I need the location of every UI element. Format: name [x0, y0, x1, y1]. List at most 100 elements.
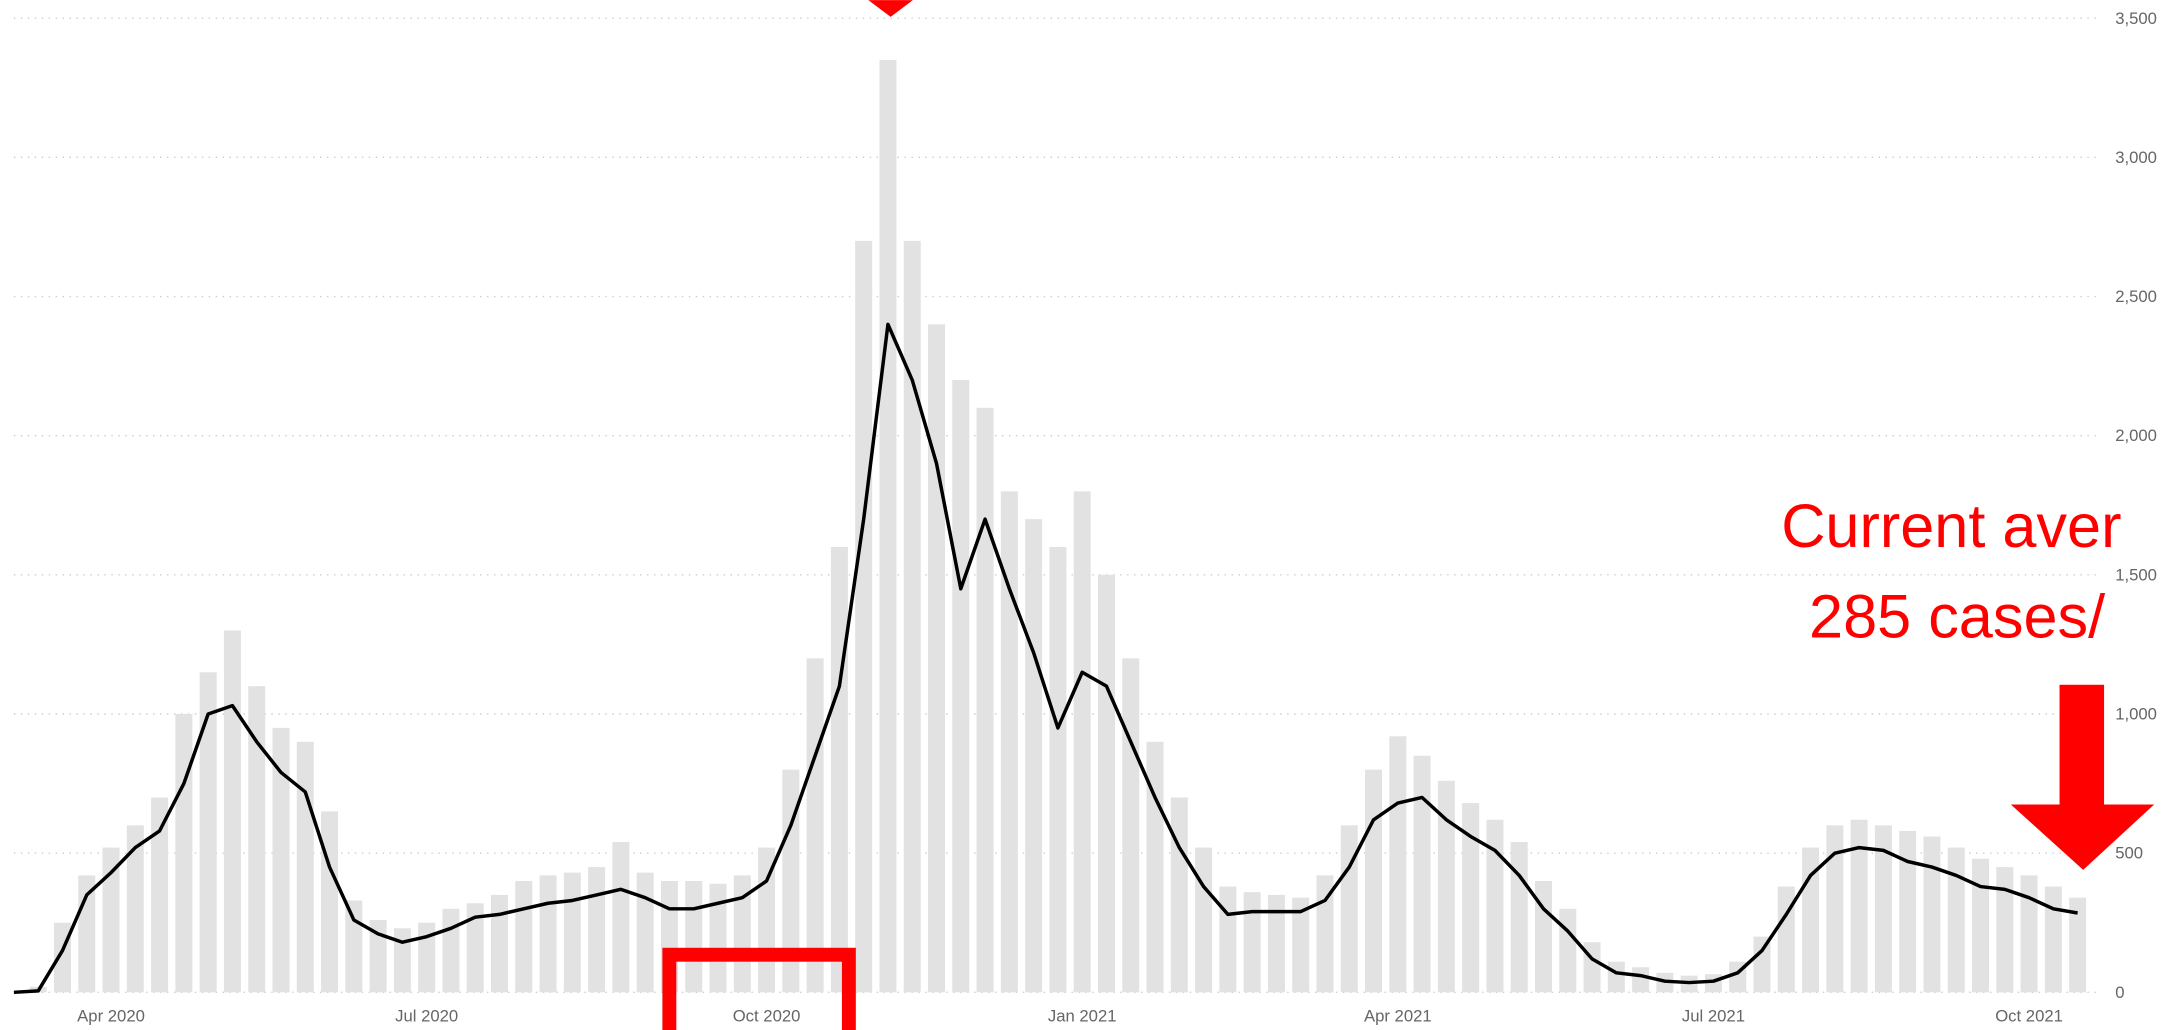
bar — [1510, 842, 1528, 993]
bar — [1146, 741, 1164, 993]
bar — [782, 769, 800, 993]
bar — [830, 547, 848, 993]
bar — [1753, 936, 1771, 993]
bar — [1122, 658, 1140, 993]
bar — [2020, 875, 2038, 993]
right-arrow-head — [2010, 804, 2155, 870]
bar — [1292, 897, 1310, 993]
annotation: Current aver — [1781, 492, 2121, 560]
bar — [1437, 780, 1455, 993]
bar — [928, 324, 946, 993]
bar — [1170, 797, 1188, 993]
y-tick-label: 1,000 — [2115, 705, 2157, 724]
bar — [1413, 755, 1431, 993]
bar — [199, 672, 217, 993]
bar — [539, 875, 557, 993]
bar — [442, 908, 460, 993]
bar — [685, 880, 703, 993]
bar — [2069, 897, 2087, 993]
average-line — [13, 322, 2078, 995]
bar — [1049, 547, 1067, 993]
x-tick-label: Jan 2021 — [1048, 1007, 1117, 1026]
y-tick-label: 500 — [2115, 844, 2143, 863]
bar — [806, 658, 824, 993]
highlight-box — [662, 947, 856, 1030]
x-tick-label: Oct 2020 — [733, 1007, 801, 1026]
bar — [1219, 886, 1237, 993]
bar — [490, 894, 508, 993]
bar — [1243, 892, 1261, 993]
bar — [1486, 819, 1504, 993]
bar — [855, 240, 873, 993]
bar — [1534, 880, 1552, 993]
bar — [272, 727, 290, 993]
bar — [1972, 858, 1990, 993]
bar — [1000, 491, 1018, 993]
bar — [588, 867, 606, 993]
bar — [903, 240, 921, 993]
x-tick-label: Apr 2021 — [1364, 1007, 1432, 1026]
bar — [1073, 491, 1091, 993]
bar — [1462, 803, 1480, 993]
bar — [1389, 736, 1407, 993]
x-tick-label: Jul 2020 — [395, 1007, 458, 1026]
y-tick-label: 3,000 — [2115, 148, 2157, 167]
bar — [466, 903, 484, 993]
y-tick-label: 3,500 — [2115, 9, 2157, 28]
bar — [563, 872, 581, 993]
bar — [1316, 875, 1334, 993]
bar — [175, 713, 193, 993]
bar — [879, 59, 897, 993]
bar — [1923, 836, 1941, 993]
bar — [1996, 867, 2014, 993]
bar — [321, 811, 339, 993]
bar — [151, 797, 169, 993]
bar — [223, 630, 241, 993]
x-tick-label: Apr 2020 — [77, 1007, 145, 1026]
annotation: 285 cases/ — [1809, 582, 2106, 650]
bar — [102, 847, 120, 993]
bar — [1850, 819, 1868, 993]
bar — [1340, 825, 1358, 993]
y-tick-label: 2,500 — [2115, 287, 2157, 306]
x-tick-label: Oct 2021 — [1995, 1007, 2063, 1026]
bar — [952, 380, 970, 993]
bar — [1826, 825, 1844, 993]
bar — [1899, 830, 1917, 993]
bar — [636, 872, 654, 993]
bar — [733, 875, 751, 993]
bar — [1097, 574, 1115, 993]
bar — [1874, 825, 1892, 993]
bar — [1195, 847, 1213, 993]
bar — [1365, 769, 1383, 993]
bar — [345, 900, 363, 993]
plot-area: 0 500 1,000 1,500 2,000 2,500 3,000 3,500 Apr 20… — [13, 9, 2157, 1026]
right-arrow-shaft — [2059, 684, 2105, 811]
bar — [248, 686, 266, 993]
y-tick-label: 0 — [2115, 983, 2124, 1002]
top-arrow — [868, 0, 913, 17]
bar — [1267, 894, 1285, 993]
bar — [369, 919, 387, 993]
bar — [1607, 961, 1625, 993]
bar — [515, 880, 533, 993]
bar — [1025, 519, 1043, 993]
bar — [1632, 967, 1650, 993]
y-tick-label: 1,500 — [2115, 565, 2157, 584]
bar — [612, 842, 630, 993]
x-tick-label: Jul 2021 — [1682, 1007, 1745, 1026]
bar — [976, 407, 994, 993]
bar — [418, 922, 436, 993]
bar — [1947, 847, 1965, 993]
bar — [1559, 908, 1577, 993]
bar — [2044, 886, 2062, 993]
bar — [1704, 974, 1722, 993]
bar — [393, 928, 411, 993]
bar — [709, 883, 727, 993]
bar — [126, 825, 144, 993]
bar — [1777, 886, 1795, 993]
y-tick-label: 2,000 — [2115, 426, 2157, 445]
bar — [296, 741, 314, 993]
